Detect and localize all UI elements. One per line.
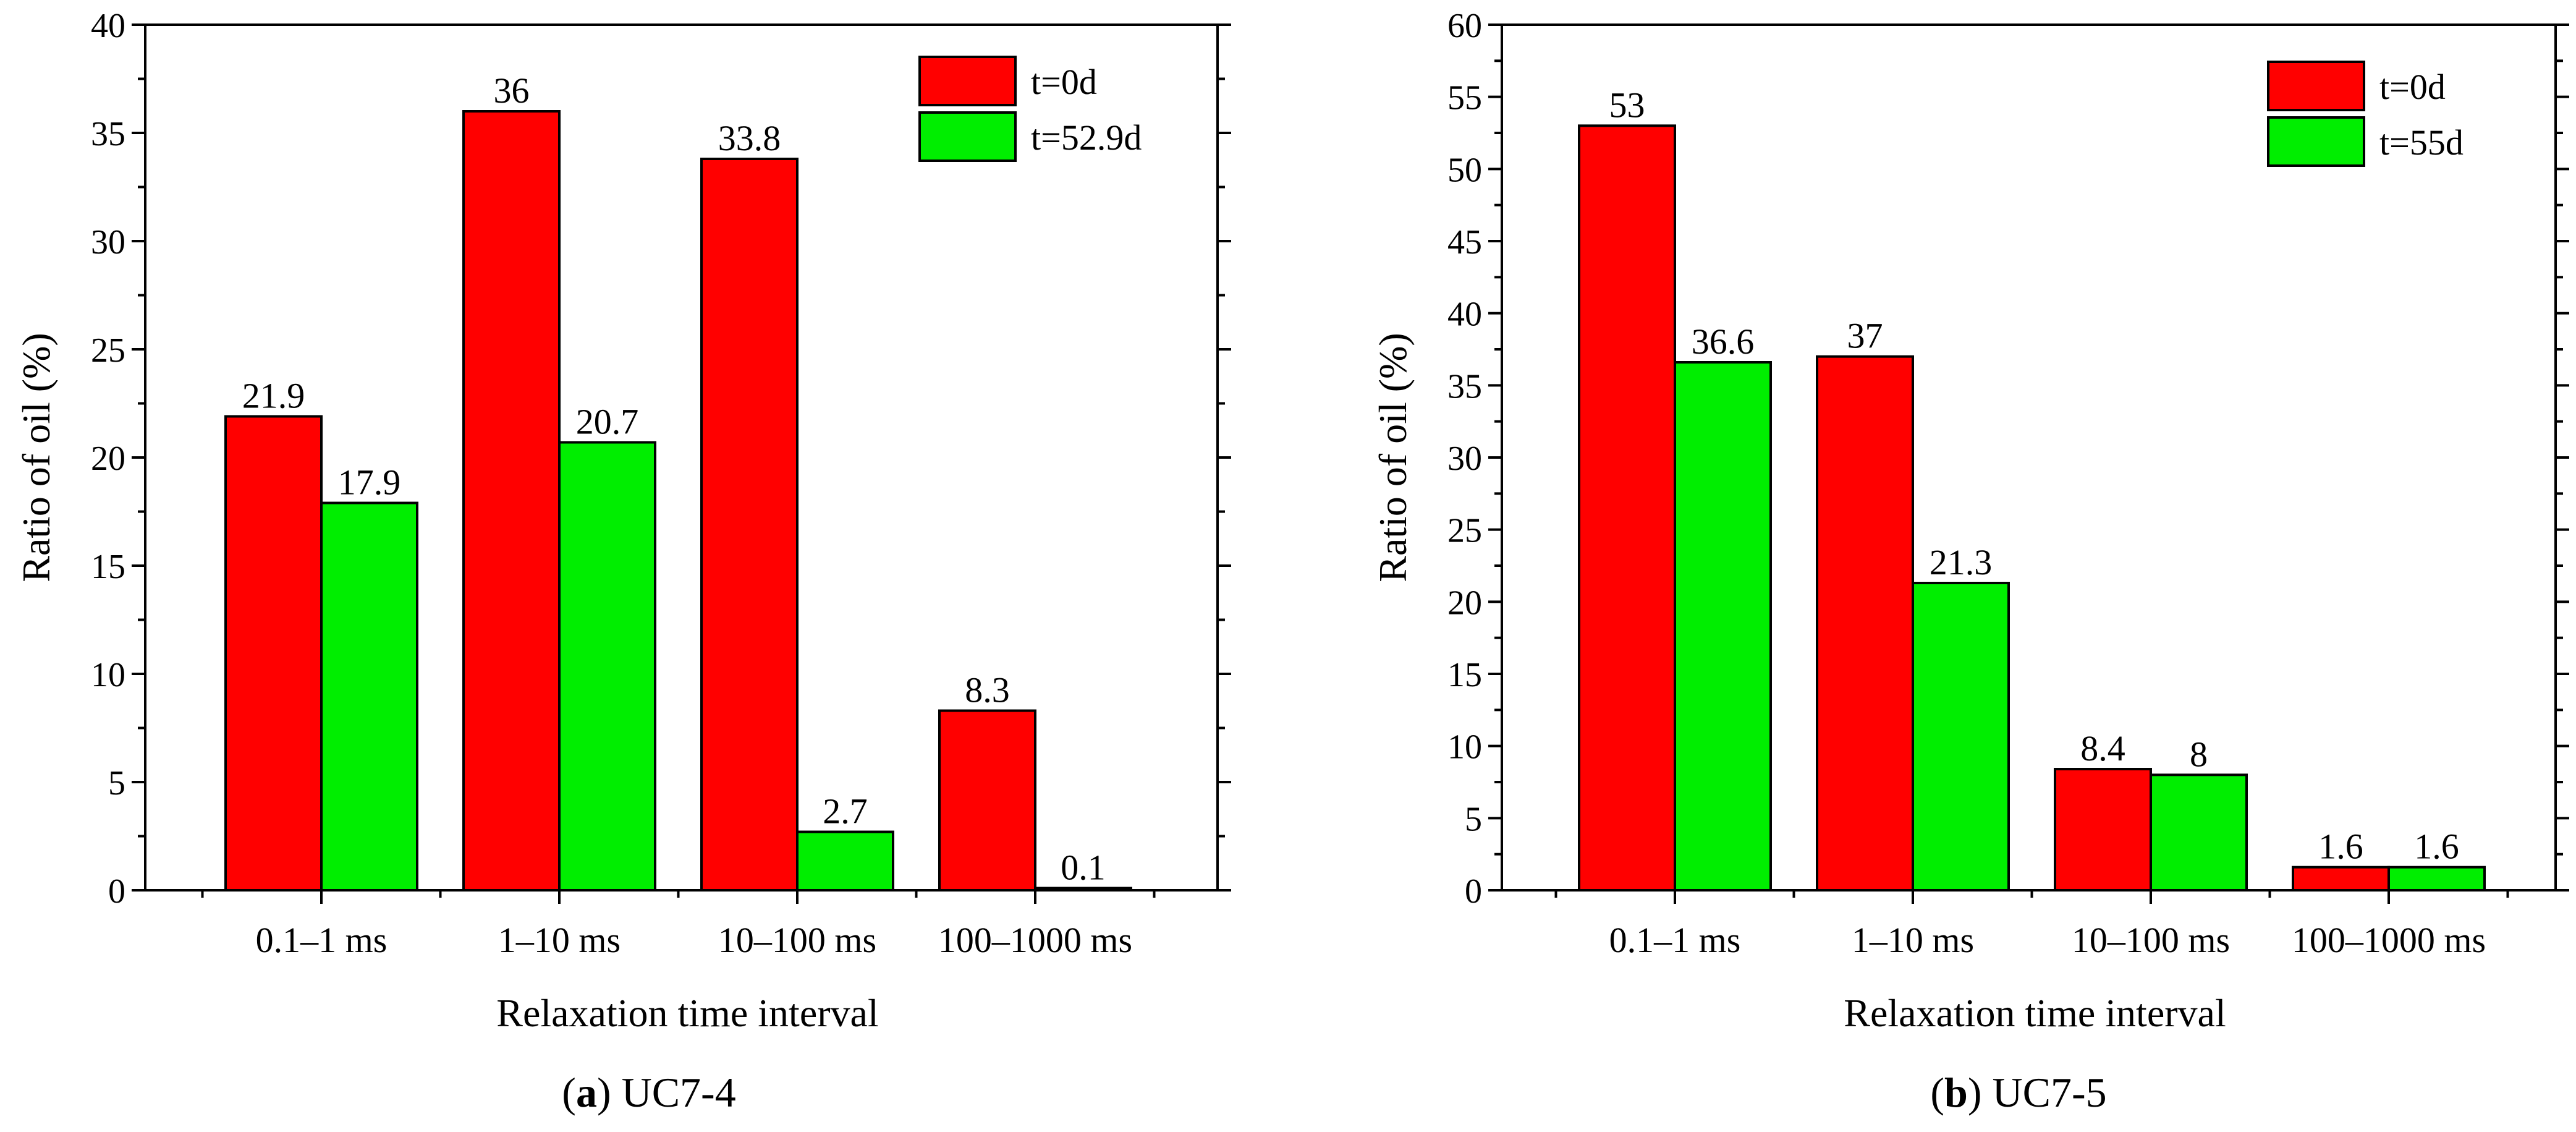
bar-a-s1-c1 xyxy=(558,441,656,892)
bar-b-s0-c2 xyxy=(2054,768,2152,892)
y-tick-label-a-0: 0 xyxy=(108,872,125,911)
data-label-b-s1-c3: 1.6 xyxy=(2414,827,2459,867)
caption-a: (a) UC7-4 xyxy=(562,1069,735,1116)
y-tick-label-b-6: 30 xyxy=(1447,440,1482,478)
x-tick-label-b-0: 0.1–1 ms xyxy=(1609,920,1741,960)
data-label-b-s1-c1: 21.3 xyxy=(1930,542,1993,582)
bar-b-s1-c3 xyxy=(2387,866,2486,892)
data-label-b-s1-c2: 8 xyxy=(2190,734,2208,774)
caption-name-b: UC7-5 xyxy=(1982,1069,2107,1116)
legend-label-a-0: t=0d xyxy=(1031,62,1097,102)
x-tick-label-b-1: 1–10 ms xyxy=(1852,920,1974,960)
y-tick-label-b-12: 60 xyxy=(1447,7,1482,45)
bar-a-s1-c0 xyxy=(320,501,418,892)
caption-open-a: ( xyxy=(562,1069,576,1116)
data-label-a-s0-c3: 8.3 xyxy=(965,670,1010,710)
caption-open-b: ( xyxy=(1930,1069,1944,1116)
data-label-b-s0-c3: 1.6 xyxy=(2318,827,2363,867)
legend-swatch-a-0 xyxy=(918,56,1017,106)
bar-a-s0-c3 xyxy=(938,709,1036,892)
legend-swatch-a-1 xyxy=(918,111,1017,162)
y-tick-label-b-0: 0 xyxy=(1465,872,1482,911)
y-tick-label-b-11: 55 xyxy=(1447,79,1482,117)
legend-a: t=0d t=52.9d xyxy=(918,56,1142,162)
data-label-a-s1-c3: 0.1 xyxy=(1061,848,1106,888)
x-tick-label-a-3: 100–1000 ms xyxy=(938,920,1132,960)
y-tick-label-a-6: 30 xyxy=(91,223,125,262)
data-label-a-s0-c2: 33.8 xyxy=(718,118,781,158)
y-tick-label-b-4: 20 xyxy=(1447,584,1482,622)
data-label-b-s1-c0: 36.6 xyxy=(1692,321,1755,362)
y-tick-label-b-7: 35 xyxy=(1447,367,1482,406)
y-tick-label-a-8: 40 xyxy=(91,7,125,45)
bar-a-s0-c2 xyxy=(700,158,799,892)
bar-a-s0-c1 xyxy=(462,110,561,892)
x-axis-title-b: Relaxation time interval xyxy=(1844,991,2226,1035)
bar-a-s0-c0 xyxy=(224,415,323,892)
y-tick-label-b-10: 50 xyxy=(1447,151,1482,189)
chart-b: 53 37 8.4 1.6 36.6 21.3 8 1.6 0 5 10 15 20 25 30 35 40 45… xyxy=(1371,7,2569,1116)
legend-label-a-1: t=52.9d xyxy=(1031,117,1142,158)
data-label-a-s1-c2: 2.7 xyxy=(823,791,868,832)
y-tick-label-b-9: 45 xyxy=(1447,223,1482,262)
y-tick-label-b-3: 15 xyxy=(1447,656,1482,694)
data-label-a-s1-c1: 20.7 xyxy=(576,402,639,442)
caption-b: (b) UC7-5 xyxy=(1930,1069,2106,1116)
y-tick-label-b-1: 5 xyxy=(1465,800,1482,838)
x-tick-label-b-2: 10–100 ms xyxy=(2072,920,2230,960)
bar-b-s0-c3 xyxy=(2292,866,2390,892)
y-tick-label-a-3: 15 xyxy=(91,548,125,586)
y-tick-label-a-5: 25 xyxy=(91,331,125,370)
caption-letter-a: a xyxy=(576,1069,597,1116)
y-tick-label-b-2: 10 xyxy=(1447,728,1482,767)
legend-b: t=0d t=55d xyxy=(2267,61,2464,167)
legend-swatch-b-0 xyxy=(2267,61,2365,111)
caption-close-a: ) xyxy=(597,1069,611,1116)
bar-b-s0-c1 xyxy=(1816,355,1914,892)
x-tick-label-a-2: 10–100 ms xyxy=(718,920,876,960)
bar-a-s1-c2 xyxy=(796,830,894,892)
caption-close-b: ) xyxy=(1968,1069,1982,1116)
y-tick-label-a-2: 10 xyxy=(91,656,125,694)
x-axis-title-a: Relaxation time interval xyxy=(496,991,878,1035)
x-tick-label-b-3: 100–1000 ms xyxy=(2292,920,2486,960)
bar-b-s1-c0 xyxy=(1674,361,1772,892)
y-tick-label-a-1: 5 xyxy=(108,764,125,802)
y-tick-label-a-7: 35 xyxy=(91,115,125,153)
y-tick-label-b-5: 25 xyxy=(1447,512,1482,550)
caption-name-a: UC7-4 xyxy=(611,1069,736,1116)
data-label-b-s0-c2: 8.4 xyxy=(2080,728,2125,768)
y-tick-label-a-4: 20 xyxy=(91,440,125,478)
chart-a: 21.9 36 33.8 8.3 17.9 20.7 2.7 0.1 0 5 10 15 20 25 30 3… xyxy=(14,7,1231,1116)
caption-letter-b: b xyxy=(1944,1069,1968,1116)
data-label-b-s0-c1: 37 xyxy=(1847,316,1883,356)
y-tick-label-b-8: 40 xyxy=(1447,296,1482,334)
legend-label-b-1: t=55d xyxy=(2379,122,2464,163)
bar-b-s1-c1 xyxy=(1912,582,2010,892)
data-label-b-s0-c0: 53 xyxy=(1609,85,1645,125)
x-tick-label-a-1: 1–10 ms xyxy=(498,920,621,960)
legend-label-b-0: t=0d xyxy=(2379,67,2446,107)
data-label-a-s0-c0: 21.9 xyxy=(242,376,305,416)
data-label-a-s1-c0: 17.9 xyxy=(338,462,401,503)
x-tick-label-a-0: 0.1–1 ms xyxy=(256,920,388,960)
legend-swatch-b-1 xyxy=(2267,116,2365,167)
y-axis-title-b: Ratio of oil (%) xyxy=(1371,333,1415,582)
bar-b-s0-c0 xyxy=(1578,124,1676,892)
bar-b-s1-c2 xyxy=(2150,773,2248,892)
data-label-a-s0-c1: 36 xyxy=(494,70,530,111)
y-axis-title-a: Ratio of oil (%) xyxy=(14,333,58,582)
